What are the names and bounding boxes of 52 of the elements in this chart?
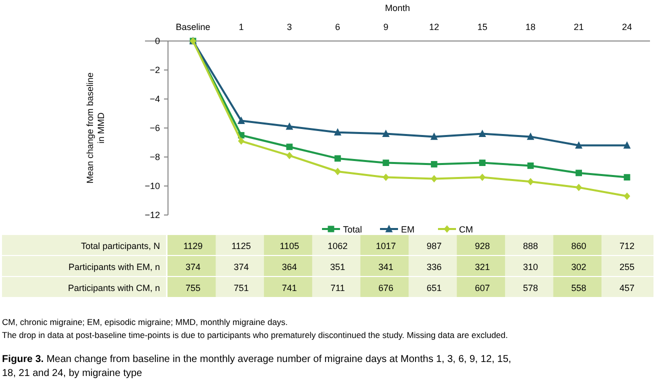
- text: CM, chronic migraine; EM, episodic migraine; MMD, monthly migraine days.: [2, 317, 288, 327]
- y-tick-label: −12: [144, 210, 160, 220]
- x-tick-label: 21: [574, 22, 584, 32]
- legend-label: EM: [401, 224, 414, 234]
- y-tick-label: −6: [150, 123, 160, 133]
- point: [479, 174, 486, 181]
- x-tick-label: 6: [335, 22, 340, 32]
- point: [382, 174, 390, 181]
- point: [527, 178, 534, 186]
- point: [286, 144, 293, 150]
- x-tick-label: Baseline: [176, 22, 210, 32]
- x-tick-label: 12: [429, 22, 440, 32]
- point: [238, 116, 245, 124]
- x-tick-label: 3: [286, 22, 292, 32]
- point: [430, 132, 438, 140]
- point: [575, 141, 582, 149]
- x-tick-label: 24: [622, 22, 632, 32]
- y-tick-label: −2: [150, 65, 160, 75]
- point: [430, 175, 438, 182]
- y-tick-label: −8: [150, 152, 160, 162]
- point: [624, 192, 630, 200]
- point: [334, 128, 342, 136]
- point: [238, 137, 244, 145]
- x-tick-label: 18: [526, 22, 536, 32]
- point: [334, 155, 341, 162]
- x-tick-label: 9: [383, 22, 388, 32]
- point: [286, 152, 293, 160]
- point: [430, 161, 438, 168]
- legend-label: Total: [343, 224, 362, 234]
- y-tick-label: −10: [144, 181, 160, 191]
- point: [479, 160, 486, 166]
- point: [576, 184, 582, 192]
- point: [624, 174, 630, 180]
- x-axis-title: Month: [384, 3, 410, 13]
- y-tick-label: 0: [154, 36, 160, 46]
- text: Figure 3. Mean change from baseline in the monthly average number of migraine days at Months 1, 3, 6, 9, 12, 15, 18, 21 and 24, by migraine type: [2, 354, 512, 379]
- point: [334, 168, 341, 176]
- point: [527, 162, 534, 169]
- text: The drop in data at post-baseline time-points is due to participants who prematurely discontinued the study. Missing data are excluded.: [2, 330, 508, 340]
- point: [478, 130, 486, 137]
- point: [286, 122, 294, 130]
- y-axis-title: Mean change from baseline in MMD: [85, 72, 106, 184]
- y-tick-label: −4: [150, 94, 160, 104]
- x-tick-label: 15: [477, 22, 488, 32]
- point: [382, 130, 390, 137]
- point: [382, 160, 390, 166]
- participants-table: Total participants, N 1129 1125 1105 1062 1017 987 928 888 860 712 Participants with EM, n 374 374 364 351 341 336 321 310 302 255 Participants with CM, n 755 751 741 711 676 651 607 578 558 457: [2, 235, 654, 297]
- point: [623, 141, 631, 149]
- legend-label: CM: [459, 224, 473, 234]
- point: [526, 132, 534, 140]
- point: [576, 170, 582, 176]
- x-tick-label: 1: [238, 22, 244, 32]
